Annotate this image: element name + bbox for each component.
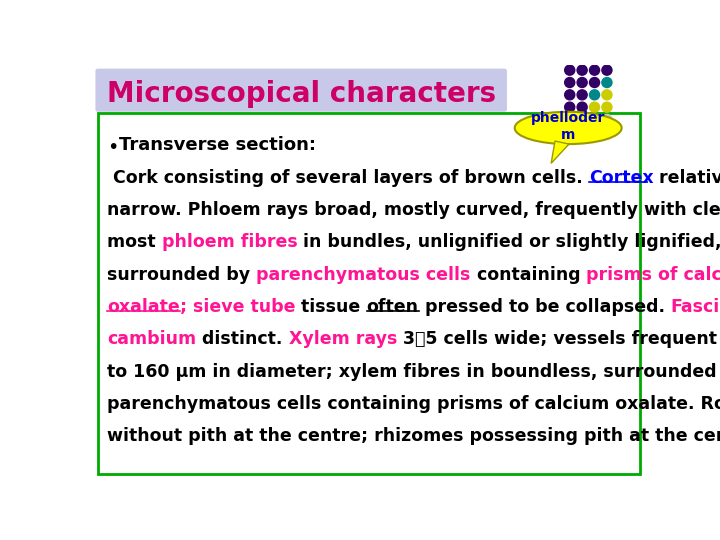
- Circle shape: [564, 65, 575, 75]
- Circle shape: [590, 102, 600, 112]
- Circle shape: [577, 65, 588, 75]
- Circle shape: [602, 114, 612, 125]
- Circle shape: [602, 78, 612, 87]
- Circle shape: [564, 78, 575, 87]
- Text: parenchymatous cells: parenchymatous cells: [256, 266, 471, 284]
- Text: most: most: [107, 233, 162, 252]
- Text: oxalate: oxalate: [107, 298, 180, 316]
- Circle shape: [564, 114, 575, 125]
- Text: •: •: [107, 138, 118, 157]
- Circle shape: [590, 65, 600, 75]
- Text: Transverse section:: Transverse section:: [120, 137, 317, 154]
- Text: without pith at the centre; rhizomes possessing pith at the centre.: without pith at the centre; rhizomes pos…: [107, 428, 720, 445]
- Text: containing: containing: [471, 266, 586, 284]
- Text: pressed to be collapsed.: pressed to be collapsed.: [418, 298, 670, 316]
- Text: sieve tube: sieve tube: [193, 298, 295, 316]
- Text: parenchymatous cells containing prisms of calcium oxalate. Roots: parenchymatous cells containing prisms o…: [107, 395, 720, 413]
- FancyBboxPatch shape: [96, 69, 507, 112]
- Circle shape: [577, 90, 588, 100]
- Text: tissue: tissue: [295, 298, 366, 316]
- FancyBboxPatch shape: [98, 113, 640, 474]
- Ellipse shape: [515, 112, 621, 144]
- Circle shape: [577, 114, 588, 125]
- Circle shape: [577, 102, 588, 112]
- Text: often: often: [366, 298, 418, 316]
- Text: prisms of calcium: prisms of calcium: [586, 266, 720, 284]
- Text: to 160 μm in diameter; xylem fibres in boundless, surrounded by: to 160 μm in diameter; xylem fibres in b…: [107, 363, 720, 381]
- Text: Microscopical characters: Microscopical characters: [107, 80, 496, 108]
- Circle shape: [602, 102, 612, 112]
- Text: surrounded by: surrounded by: [107, 266, 256, 284]
- Text: relatively: relatively: [654, 168, 720, 187]
- Text: Cork consisting of several layers of brown cells.: Cork consisting of several layers of bro…: [107, 168, 589, 187]
- Text: in bundles, unlignified or slightly lignified,: in bundles, unlignified or slightly lign…: [297, 233, 720, 252]
- Text: cambium: cambium: [107, 330, 196, 348]
- Text: narrow. Phloem rays broad, mostly curved, frequently with clefts;: narrow. Phloem rays broad, mostly curved…: [107, 201, 720, 219]
- Circle shape: [577, 78, 588, 87]
- Circle shape: [564, 90, 575, 100]
- Circle shape: [564, 102, 575, 112]
- Circle shape: [602, 90, 612, 100]
- Circle shape: [602, 65, 612, 75]
- Text: 3～5 cells wide; vessels frequent up: 3～5 cells wide; vessels frequent up: [397, 330, 720, 348]
- Text: Xylem rays: Xylem rays: [289, 330, 397, 348]
- Text: distinct.: distinct.: [196, 330, 289, 348]
- Text: Fascicular: Fascicular: [670, 298, 720, 316]
- Circle shape: [590, 90, 600, 100]
- Text: Cortex: Cortex: [589, 168, 654, 187]
- Text: ;: ;: [180, 298, 193, 316]
- Text: phloem fibres: phloem fibres: [162, 233, 297, 252]
- Circle shape: [590, 78, 600, 87]
- Polygon shape: [551, 141, 569, 164]
- Circle shape: [590, 114, 600, 125]
- Text: phelloder
m: phelloder m: [531, 111, 606, 141]
